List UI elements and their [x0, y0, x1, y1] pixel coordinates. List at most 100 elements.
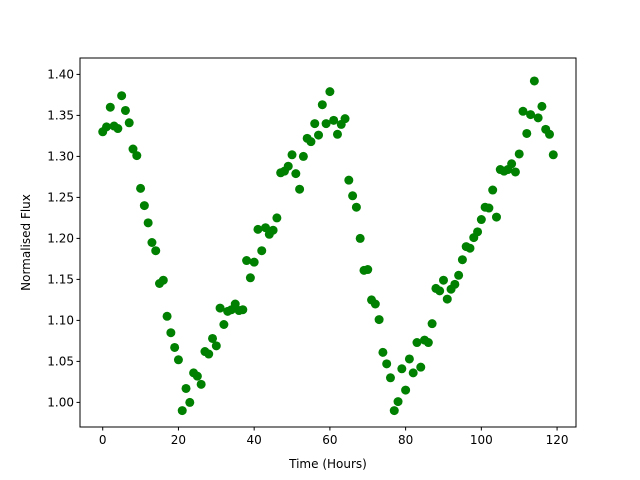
data-point [340, 114, 350, 124]
data-point [102, 122, 111, 132]
data-point [397, 364, 407, 374]
data-point [314, 130, 324, 140]
y-tick-label: 1.30 [47, 150, 74, 164]
x-tick-label: 80 [398, 433, 413, 447]
data-point [355, 233, 365, 243]
data-point [348, 191, 358, 201]
data-point [120, 105, 130, 115]
data-point [533, 113, 543, 123]
data-point [238, 305, 248, 315]
x-tick-label: 60 [322, 433, 337, 447]
x-tick-label: 100 [470, 433, 493, 447]
data-point [484, 203, 494, 213]
data-point [113, 124, 123, 134]
data-point [404, 354, 414, 364]
data-point [181, 383, 191, 393]
data-point [196, 379, 206, 389]
data-point [257, 246, 267, 256]
data-point [310, 119, 320, 129]
data-point [158, 275, 168, 285]
data-point [401, 385, 411, 395]
data-point [317, 100, 327, 110]
data-point [329, 115, 339, 125]
data-point [514, 149, 524, 159]
data-point [208, 333, 218, 343]
data-point [204, 349, 214, 359]
data-point [510, 167, 520, 177]
data-point [518, 106, 528, 116]
data-point [378, 347, 388, 357]
data-point [306, 137, 316, 147]
data-point [408, 368, 418, 378]
data-point [177, 406, 187, 416]
data-point [166, 328, 176, 338]
data-point [416, 362, 426, 372]
y-tick-label: 1.40 [47, 68, 74, 82]
data-point [435, 286, 445, 296]
data-point [321, 119, 331, 129]
data-point [332, 129, 342, 139]
data-point [363, 265, 373, 275]
data-point [291, 169, 301, 179]
data-point [215, 303, 225, 313]
data-point [151, 246, 161, 256]
data-point [412, 338, 422, 348]
data-point [488, 185, 498, 195]
y-tick-label: 1.00 [47, 396, 74, 410]
data-point [253, 224, 263, 234]
x-tick-label: 40 [247, 433, 262, 447]
data-point [385, 373, 395, 383]
data-point [162, 311, 172, 321]
data-point [344, 175, 354, 185]
data-point [522, 128, 532, 138]
data-point [287, 150, 297, 160]
data-point [473, 227, 483, 237]
data-point [427, 319, 437, 329]
data-point [457, 255, 467, 265]
x-tick-label: 0 [99, 433, 107, 447]
data-point [219, 320, 229, 329]
data-point [537, 101, 547, 111]
data-point [450, 279, 460, 289]
data-point [147, 238, 157, 247]
x-axis-label: Time (Hours) [288, 457, 367, 471]
data-point [351, 202, 361, 212]
data-point [529, 76, 539, 86]
data-point [132, 151, 142, 161]
data-point [268, 225, 278, 235]
data-point [136, 183, 146, 193]
data-point [128, 144, 138, 154]
data-point [545, 129, 554, 139]
data-point [389, 406, 399, 416]
data-point [548, 150, 558, 160]
data-point [325, 87, 335, 97]
y-tick-label: 1.20 [47, 232, 74, 246]
data-point [173, 355, 183, 365]
data-point [230, 299, 240, 309]
data-point [105, 102, 115, 112]
y-tick-label: 1.05 [47, 355, 74, 369]
data-point [382, 359, 392, 369]
data-point [143, 218, 153, 228]
data-point [211, 341, 221, 351]
data-point [192, 371, 202, 381]
data-point [507, 159, 517, 169]
data-point [374, 315, 384, 325]
y-tick-label: 1.35 [47, 109, 74, 123]
data-point [465, 243, 475, 253]
data-point [283, 161, 293, 171]
y-tick-label: 1.15 [47, 273, 74, 287]
data-point [245, 273, 255, 283]
data-point [370, 299, 380, 309]
data-point [526, 110, 536, 120]
data-point [261, 223, 271, 233]
data-points [98, 76, 558, 416]
y-tick-label: 1.25 [47, 191, 74, 205]
data-point [298, 151, 308, 161]
y-axis-ticks: 1.00 1.05 1.10 1.15 1.20 1.25 1.30 1.35 1.40 [47, 68, 80, 410]
data-point [295, 184, 305, 194]
y-axis-label: Normalised Flux [19, 194, 33, 291]
data-point [249, 257, 259, 267]
data-point [139, 201, 149, 211]
